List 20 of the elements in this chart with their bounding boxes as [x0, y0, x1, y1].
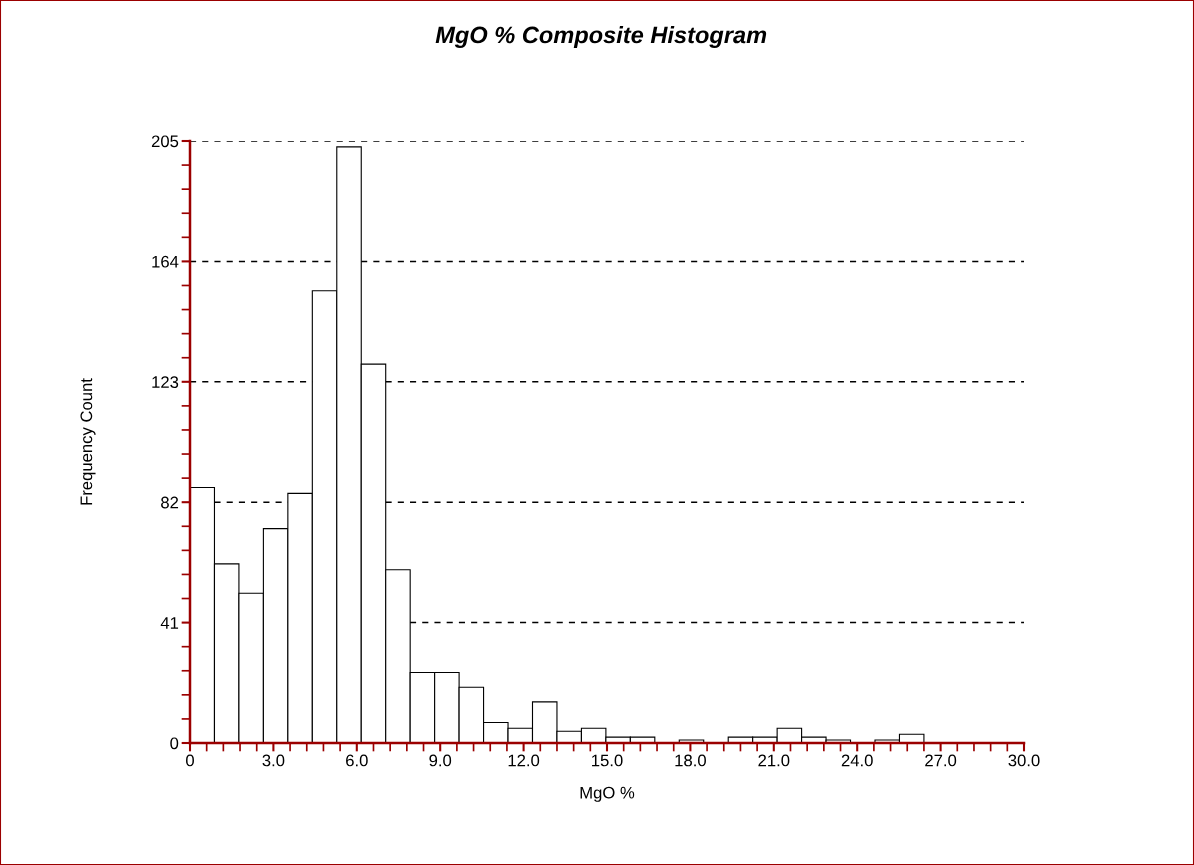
x-tick-label: 3.0 [262, 754, 285, 767]
x-tick-label: 0 [186, 754, 194, 767]
x-axis-title: MgO % [580, 786, 635, 802]
x-tick-label: 21.0 [758, 754, 790, 767]
y-tick-label: 205 [151, 135, 179, 148]
x-tick-label: 24.0 [841, 754, 873, 767]
y-tick-label: 0 [170, 737, 179, 750]
x-tick-label: 27.0 [925, 754, 957, 767]
x-tick-label: 12.0 [508, 754, 540, 767]
y-axis-title: Frequency Count [80, 378, 96, 505]
x-tick-label: 30.0 [1008, 754, 1040, 767]
x-tick-label: 6.0 [346, 754, 368, 767]
y-tick-label: 82 [161, 496, 179, 509]
x-tick-label: 18.0 [675, 754, 706, 767]
y-tick-label: 164 [152, 255, 179, 268]
x-tick-label: 15.0 [592, 754, 623, 767]
x-tick-label: 9.0 [429, 754, 452, 767]
y-tick-label: 123 [152, 376, 179, 388]
chart-title: MgO % Composite Histogram [435, 26, 767, 48]
y-tick-label: 41 [160, 617, 179, 629]
